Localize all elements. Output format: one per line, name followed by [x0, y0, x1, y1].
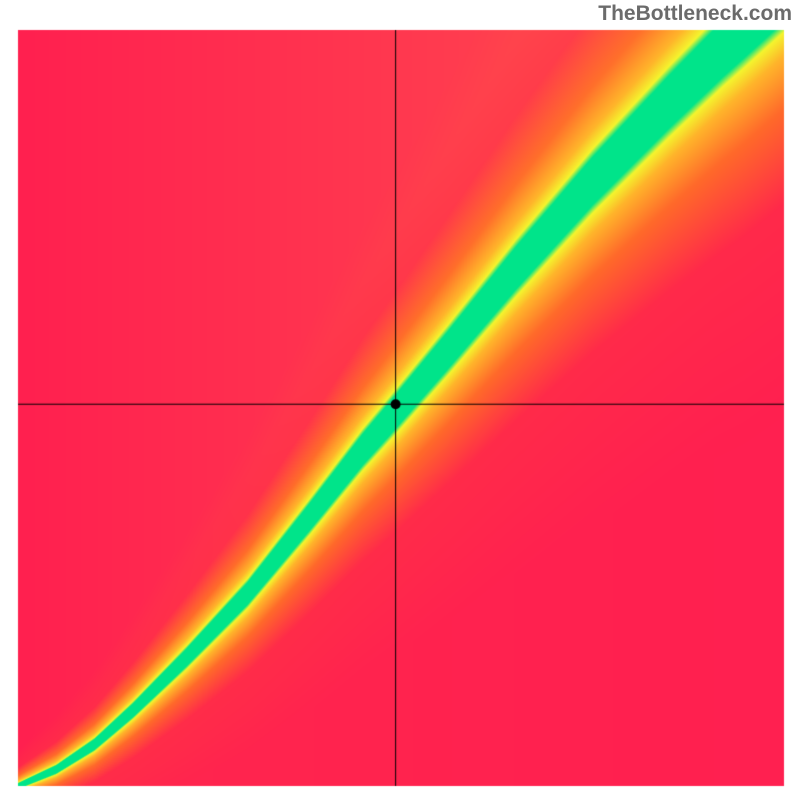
- bottleneck-heatmap: [0, 0, 800, 800]
- watermark-text: TheBottleneck.com: [598, 2, 792, 26]
- chart-container: TheBottleneck.com: [0, 0, 800, 800]
